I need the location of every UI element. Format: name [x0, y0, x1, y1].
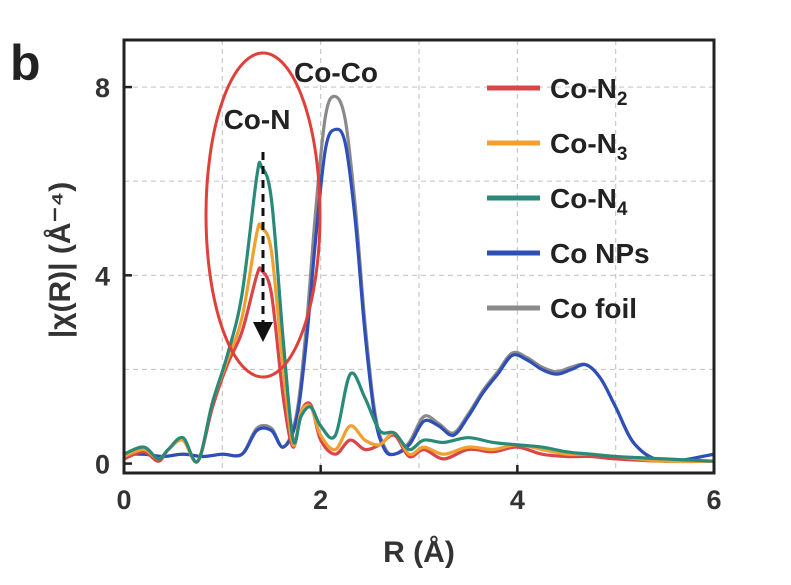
series-line-co-nps — [124, 127, 714, 464]
x-tick-label: 6 — [706, 485, 721, 515]
plot-frame — [122, 38, 716, 475]
y-axis-label: |χ(R)| (Å⁻⁴) — [44, 182, 77, 338]
legend-subscript: 4 — [617, 199, 628, 220]
decrease-arrowhead — [253, 322, 273, 342]
legend-entry: Co-N4 — [550, 183, 628, 220]
grid — [124, 40, 714, 473]
annotation-co-co: Co-Co — [294, 57, 378, 88]
axis-ticks: 0 2 4 6 0 4 8 — [95, 73, 722, 515]
x-tick-label: 2 — [313, 485, 328, 515]
y-tick-label: 0 — [95, 450, 110, 480]
legend-entry: Co-N2 — [550, 73, 627, 110]
series-line-co-n4 — [124, 160, 714, 464]
x-axis-label: R (Å) — [383, 536, 455, 569]
x-tick-label: 0 — [116, 485, 131, 515]
legend: Co-N2 Co-N3 Co-N4 Co NPs Co foil — [487, 73, 650, 324]
x-tick-label: 4 — [510, 485, 525, 515]
y-tick-label: 4 — [95, 261, 110, 291]
series-layer — [124, 94, 714, 464]
legend-entry: Co-N3 — [550, 128, 627, 165]
legend-subscript: 3 — [617, 144, 628, 165]
annotation-co-n: Co-N — [224, 104, 291, 135]
panel-label: b — [10, 35, 41, 91]
legend-entry: Co NPs — [550, 238, 650, 269]
legend-entry: Co foil — [550, 293, 637, 324]
legend-subscript: 2 — [617, 89, 628, 110]
highlight-ellipse — [204, 51, 322, 379]
y-tick-label: 8 — [95, 73, 110, 103]
